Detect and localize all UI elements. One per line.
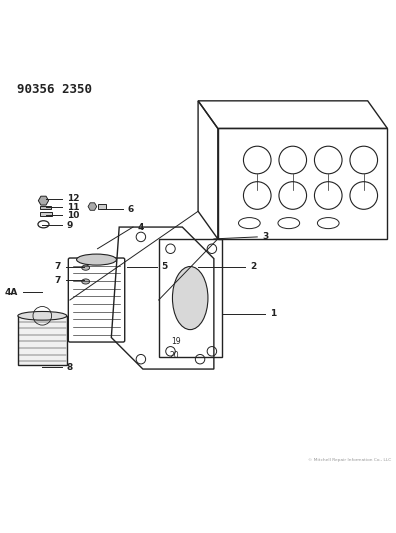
Ellipse shape xyxy=(82,279,89,284)
Text: 20: 20 xyxy=(169,351,179,360)
Text: 8: 8 xyxy=(67,362,73,372)
Text: 3: 3 xyxy=(262,232,268,241)
Ellipse shape xyxy=(172,266,208,329)
Bar xyxy=(40,206,51,209)
Polygon shape xyxy=(88,203,97,211)
Text: 5: 5 xyxy=(162,262,168,271)
Text: 7: 7 xyxy=(55,262,61,271)
Text: 11: 11 xyxy=(67,203,79,212)
Text: 7: 7 xyxy=(55,276,61,285)
Text: 90356 2350: 90356 2350 xyxy=(17,83,91,96)
Bar xyxy=(40,212,52,216)
Text: 4A: 4A xyxy=(4,288,18,297)
Polygon shape xyxy=(38,196,49,205)
Text: 19: 19 xyxy=(171,337,181,346)
Text: 12: 12 xyxy=(67,194,79,203)
Text: © Mitchell Repair Information Co., LLC: © Mitchell Repair Information Co., LLC xyxy=(308,458,391,462)
Ellipse shape xyxy=(18,311,67,320)
Text: 2: 2 xyxy=(250,262,256,271)
Ellipse shape xyxy=(82,265,89,270)
Bar xyxy=(18,316,67,365)
Text: 1: 1 xyxy=(270,309,276,318)
Text: 4: 4 xyxy=(138,223,144,231)
Ellipse shape xyxy=(76,254,116,265)
Text: 10: 10 xyxy=(67,211,79,220)
Text: 6: 6 xyxy=(128,205,134,214)
Text: 9: 9 xyxy=(67,221,73,230)
Bar xyxy=(97,204,106,208)
